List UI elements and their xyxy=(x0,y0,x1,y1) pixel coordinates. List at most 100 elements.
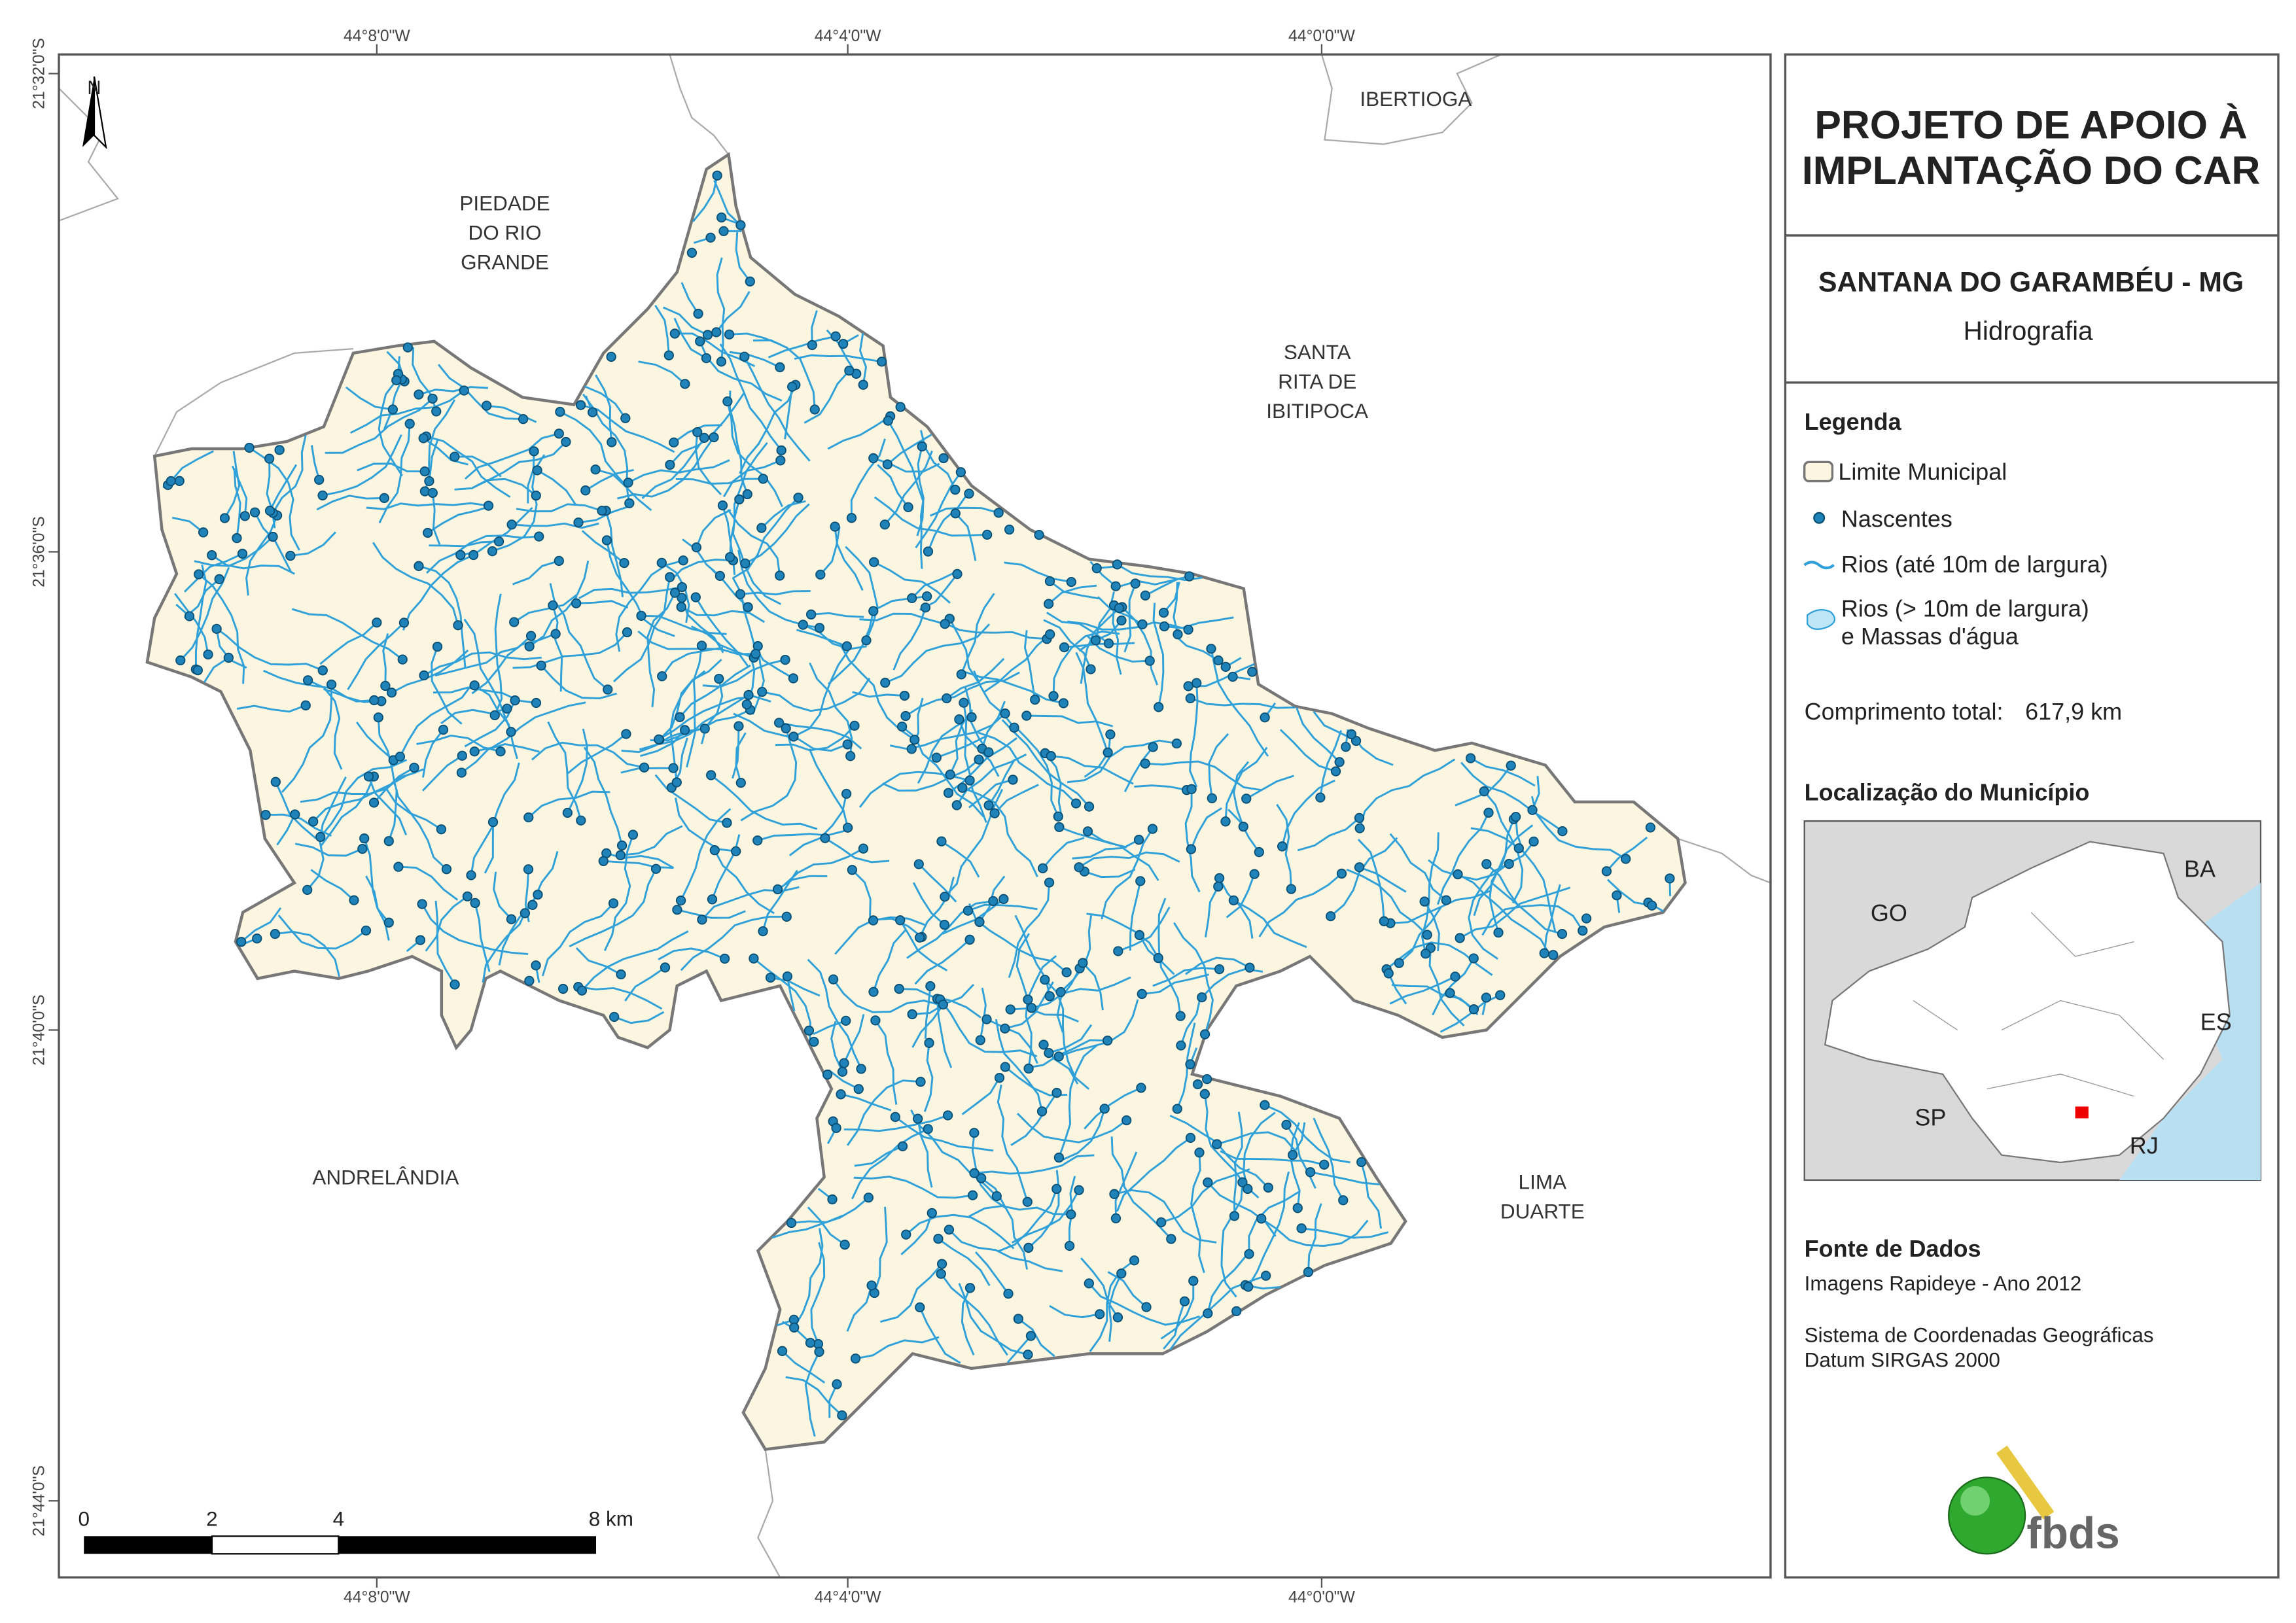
river xyxy=(743,356,811,462)
spring xyxy=(561,436,571,447)
spring xyxy=(676,602,686,612)
river xyxy=(1031,976,1131,1009)
river xyxy=(641,437,705,499)
spring xyxy=(809,1036,819,1047)
river xyxy=(211,625,323,672)
spring xyxy=(942,693,952,704)
spring xyxy=(1158,607,1169,618)
river xyxy=(658,947,726,961)
spring xyxy=(223,652,234,663)
river xyxy=(1457,873,1551,955)
river xyxy=(423,651,542,676)
river xyxy=(224,451,241,519)
spring xyxy=(775,570,785,581)
spring xyxy=(858,843,869,854)
spring xyxy=(1036,1106,1048,1117)
river xyxy=(923,1043,934,1112)
spring xyxy=(523,812,534,823)
spring xyxy=(555,406,565,417)
river xyxy=(802,623,867,650)
spring xyxy=(963,905,974,916)
spring xyxy=(1245,962,1255,973)
river xyxy=(1075,652,1109,753)
river xyxy=(1398,906,1442,964)
spring xyxy=(1058,698,1069,708)
spring xyxy=(657,671,667,682)
river xyxy=(1061,1108,1106,1161)
river xyxy=(675,797,736,852)
river xyxy=(1264,1104,1351,1164)
river xyxy=(170,450,214,482)
spring xyxy=(1137,988,1147,1000)
spring xyxy=(315,831,326,843)
river xyxy=(948,1229,1063,1272)
river xyxy=(1358,758,1456,829)
spring xyxy=(1141,1302,1152,1312)
spring xyxy=(861,635,872,646)
river xyxy=(961,1077,1000,1115)
spring xyxy=(814,1346,824,1357)
river xyxy=(892,607,927,671)
river xyxy=(646,592,676,707)
river xyxy=(316,495,385,511)
spring xyxy=(214,574,224,584)
river xyxy=(914,939,971,985)
spring xyxy=(913,1113,923,1124)
river xyxy=(174,593,209,655)
spring xyxy=(373,712,383,723)
river xyxy=(711,834,741,900)
spring xyxy=(418,433,429,444)
spring xyxy=(393,862,404,872)
spring xyxy=(838,339,849,349)
spring xyxy=(717,500,728,511)
spring xyxy=(1185,1059,1195,1070)
spring xyxy=(740,558,751,568)
river xyxy=(356,722,395,761)
river xyxy=(1292,1122,1306,1156)
river xyxy=(938,1238,991,1286)
river xyxy=(673,317,707,359)
spring xyxy=(1099,1104,1110,1114)
spring xyxy=(1231,1306,1242,1317)
river xyxy=(695,432,722,495)
river xyxy=(377,717,396,786)
spring xyxy=(372,618,382,628)
spring xyxy=(359,833,370,844)
spring xyxy=(462,891,473,901)
river xyxy=(1210,648,1269,757)
river xyxy=(421,903,529,955)
river xyxy=(320,776,375,846)
spring xyxy=(536,660,546,671)
river xyxy=(1281,779,1335,847)
spring xyxy=(1510,811,1521,822)
spring xyxy=(1325,911,1336,922)
spring xyxy=(380,680,391,691)
river xyxy=(1190,1152,1205,1274)
spring xyxy=(798,620,808,630)
river xyxy=(1428,841,1535,881)
spring xyxy=(601,535,612,546)
spring xyxy=(1493,927,1504,938)
river xyxy=(1084,1087,1142,1130)
river xyxy=(319,759,408,838)
logo-circle xyxy=(1948,1476,2026,1555)
river xyxy=(994,784,1039,814)
spring xyxy=(868,915,879,926)
river xyxy=(1357,839,1385,922)
spring xyxy=(252,933,262,944)
spring xyxy=(1256,1213,1267,1224)
spring xyxy=(1154,702,1164,712)
river xyxy=(382,633,389,686)
spring xyxy=(788,673,799,684)
spring xyxy=(391,375,402,385)
river xyxy=(936,735,986,759)
spring xyxy=(1176,1040,1186,1051)
river xyxy=(567,728,588,814)
river xyxy=(1001,719,1090,808)
spring xyxy=(680,379,690,389)
river xyxy=(1208,733,1229,799)
spring xyxy=(901,1229,911,1240)
spring xyxy=(524,975,535,986)
spring xyxy=(882,459,893,470)
